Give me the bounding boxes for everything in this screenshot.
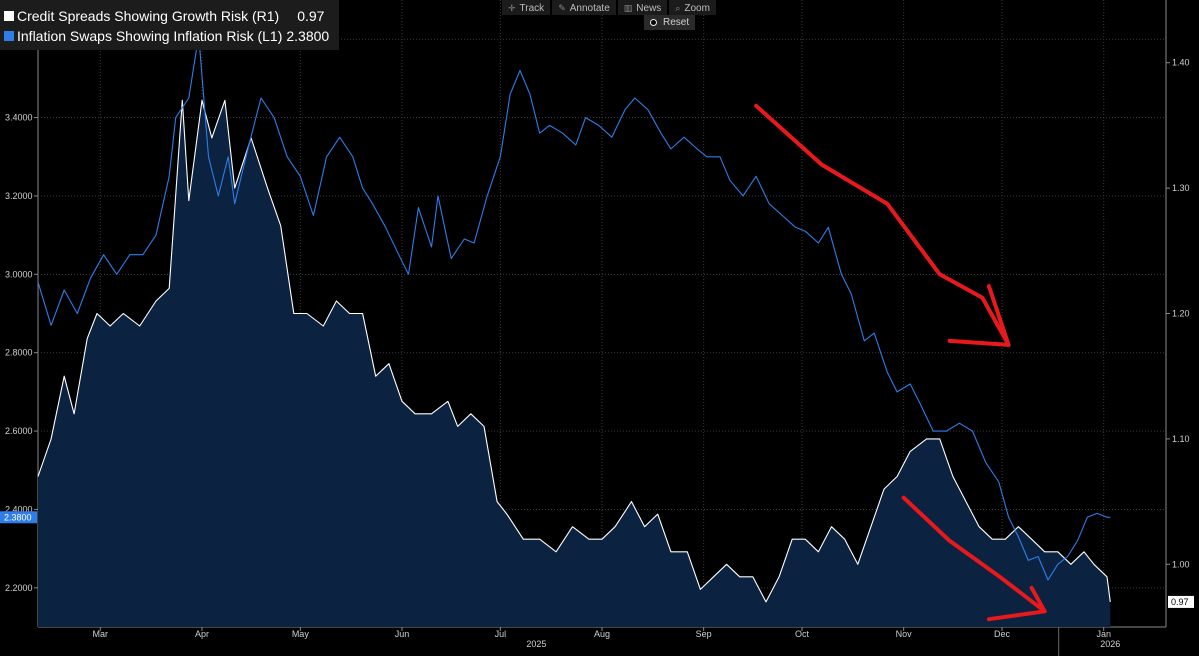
track-label: Track bbox=[519, 2, 545, 14]
reset-button[interactable]: Reset bbox=[644, 15, 696, 30]
right-y-tick-label: 1.30 bbox=[1172, 183, 1190, 193]
reset-icon bbox=[650, 19, 657, 26]
news-icon: ▥ bbox=[623, 2, 633, 13]
legend-value-inflation-swaps: 2.3800 bbox=[286, 28, 330, 44]
reset-label: Reset bbox=[663, 17, 690, 28]
red-arrowhead-2 bbox=[986, 585, 1047, 622]
credit-spreads-line bbox=[37, 99, 1111, 603]
x-tick-label: Apr bbox=[195, 629, 209, 639]
annotate-button[interactable]: ✎ Annotate bbox=[552, 0, 616, 15]
red-arrowhead-1 bbox=[947, 284, 1011, 347]
right-y-tick-label: 1.20 bbox=[1172, 309, 1190, 319]
x-tick-label: May bbox=[292, 629, 310, 639]
legend-item-credit-spreads: Credit Spreads Showing Growth Risk (R1) … bbox=[4, 6, 329, 26]
crosshair-icon: ✛ bbox=[508, 2, 516, 13]
legend-swatch-credit-spreads bbox=[4, 11, 14, 21]
track-button[interactable]: ✛ Track bbox=[502, 0, 551, 15]
magnifier-icon: ⌕ bbox=[675, 2, 681, 13]
credit-spreads-area bbox=[38, 100, 1111, 628]
x-tick-label: Jul bbox=[495, 629, 507, 639]
right-y-tick-label: 1.40 bbox=[1172, 58, 1190, 68]
legend-value-credit-spreads: 0.97 bbox=[297, 8, 325, 24]
left-y-tick-label: 2.2000 bbox=[5, 583, 33, 593]
x-tick-label: Aug bbox=[594, 629, 610, 639]
x-tick-label: Oct bbox=[795, 629, 810, 639]
zoom-button[interactable]: ⌕ Zoom bbox=[669, 0, 716, 15]
legend-label-credit-spreads: Credit Spreads Showing Growth Risk (R1) bbox=[17, 8, 280, 24]
x-tick-label: Jan bbox=[1096, 629, 1111, 639]
left-y-tick-label: 3.0000 bbox=[5, 269, 33, 279]
red-arrow-2 bbox=[901, 495, 1047, 614]
annotate-label: Annotate bbox=[569, 2, 610, 14]
x-tick-label: Nov bbox=[896, 629, 913, 639]
left-y-tick-label: 3.2000 bbox=[5, 191, 33, 201]
left-last-value-box bbox=[0, 511, 37, 524]
left-y-tick-label: 2.6000 bbox=[5, 426, 33, 436]
news-button[interactable]: ▥ News bbox=[617, 0, 668, 15]
legend-label-inflation-swaps: Inflation Swaps Showing Inflation Risk (… bbox=[17, 28, 283, 44]
x-tick-label: Mar bbox=[93, 629, 109, 639]
pencil-icon: ✎ bbox=[558, 2, 566, 13]
inflation-swaps-line bbox=[37, 34, 1111, 581]
x-tick-label: Jun bbox=[395, 629, 410, 639]
left-y-tick-label: 3.4000 bbox=[5, 113, 33, 123]
red-arrow-1 bbox=[754, 103, 1011, 347]
left-last-value-label: 2.3800 bbox=[4, 512, 32, 522]
year-label: 2026 bbox=[1100, 639, 1120, 649]
legend-item-inflation-swaps: Inflation Swaps Showing Inflation Risk (… bbox=[4, 26, 329, 46]
right-y-tick-label: 1.00 bbox=[1172, 559, 1190, 569]
x-tick-label: Dec bbox=[994, 629, 1011, 639]
news-label: News bbox=[636, 2, 662, 14]
left-y-tick-label: 2.4000 bbox=[5, 504, 33, 514]
zoom-label: Zoom bbox=[684, 2, 710, 14]
chart-toolbar: ✛ Track ✎ Annotate ▥ News ⌕ Zoom bbox=[502, 0, 718, 15]
right-y-tick-label: 1.10 bbox=[1172, 434, 1190, 444]
right-last-value-label: 0.97 bbox=[1171, 597, 1189, 607]
year-label: 2025 bbox=[526, 639, 546, 649]
x-tick-label: Sep bbox=[696, 629, 712, 639]
legend: Credit Spreads Showing Growth Risk (R1) … bbox=[0, 0, 340, 50]
right-last-value-box bbox=[1168, 595, 1194, 608]
left-y-tick-label: 2.8000 bbox=[5, 348, 33, 358]
legend-swatch-inflation-swaps bbox=[4, 31, 14, 41]
